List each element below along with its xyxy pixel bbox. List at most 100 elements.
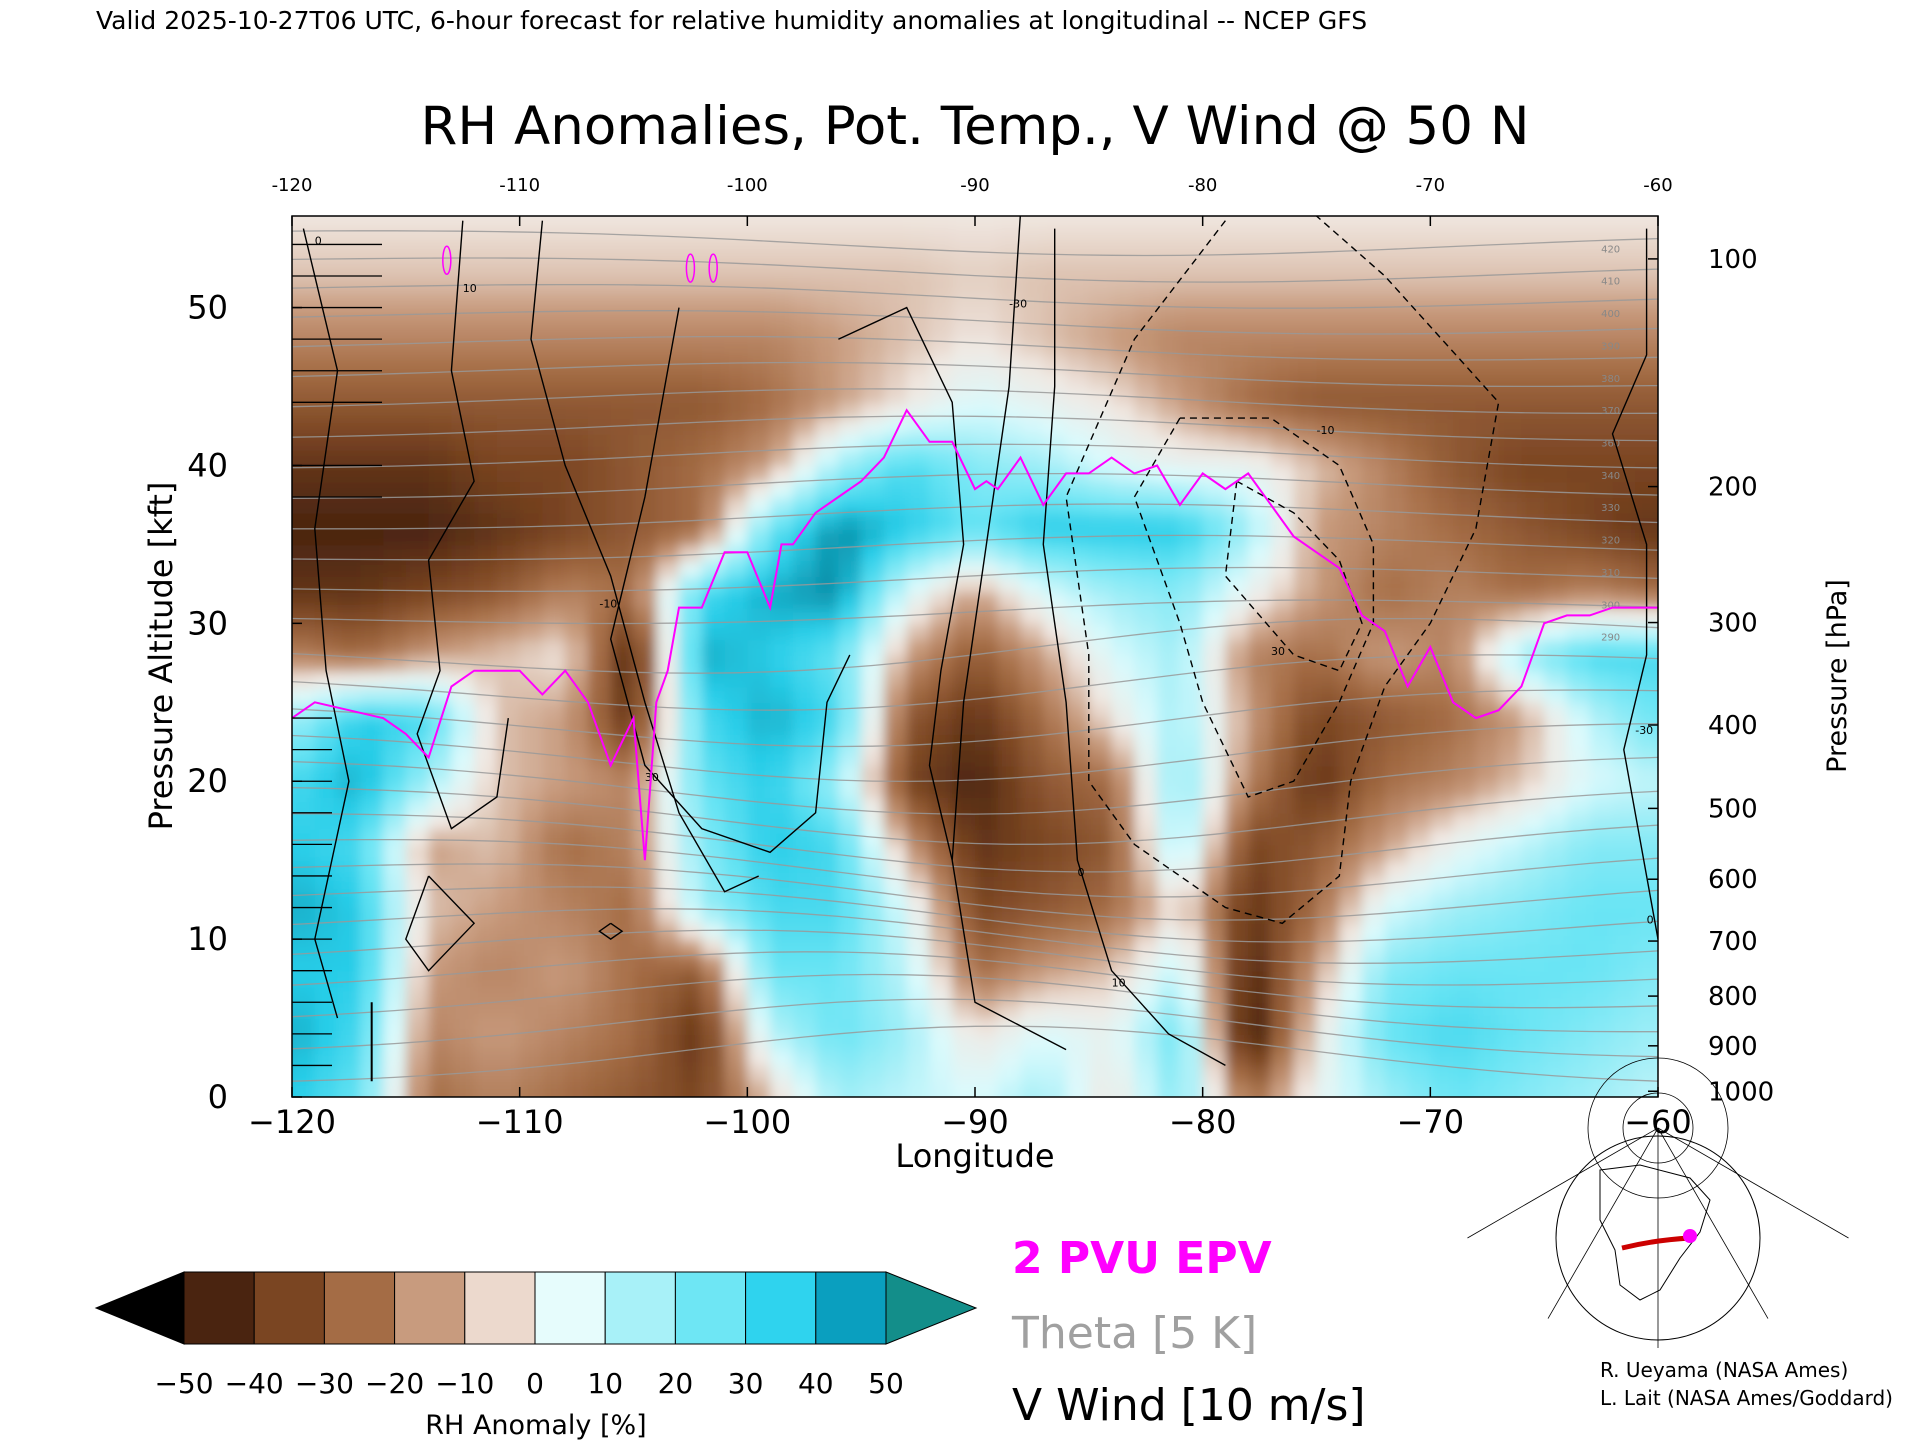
x-tick-label: −90 xyxy=(941,1103,1009,1141)
pressure-tick-label: 300 xyxy=(1708,609,1758,639)
theta-contour xyxy=(292,310,1658,335)
v-wind-label: 10 xyxy=(463,282,477,295)
chart-title: RH Anomalies, Pot. Temp., V Wind @ 50 N xyxy=(421,96,1530,157)
theta-label: 340 xyxy=(1601,471,1620,482)
legend-epv: 2 PVU EPV xyxy=(1012,1233,1272,1284)
theta-contour xyxy=(292,786,1658,845)
theta-contour xyxy=(292,361,1658,388)
epv-line-group xyxy=(292,245,1658,861)
theta-contour xyxy=(292,756,1658,815)
legend-vwind: V Wind [10 m/s] xyxy=(1012,1380,1366,1431)
pressure-tick-label: 800 xyxy=(1708,982,1758,1012)
theta-contour xyxy=(292,617,1658,674)
pressure-tick-label: 500 xyxy=(1708,794,1758,824)
colorbar-box xyxy=(183,1271,255,1345)
theta-contour xyxy=(292,951,1658,1009)
v-wind-label: 0 xyxy=(315,234,322,247)
colorbar-box xyxy=(464,1271,536,1345)
colorbar-tick-label: 20 xyxy=(658,1367,694,1400)
theta-contour xyxy=(292,566,1658,593)
colorbar-tick-label: 30 xyxy=(728,1367,764,1400)
epv-loop xyxy=(442,245,452,275)
theta-contour xyxy=(292,654,1658,711)
colorbar-high-arrow xyxy=(885,1271,978,1345)
y-tick-label: 40 xyxy=(187,446,228,484)
legend-theta: Theta [5 K] xyxy=(1011,1308,1257,1359)
v-wind-contour xyxy=(1224,480,1363,672)
axes: −120-120−110-110−100-100−90-90−80-80−70-… xyxy=(187,175,1774,1141)
x-axis-label: Longitude xyxy=(895,1137,1054,1175)
theta-contour xyxy=(292,723,1658,783)
v-wind-label: 0 xyxy=(1077,866,1084,879)
theta-label: 390 xyxy=(1601,341,1620,352)
pressure-tick-label: 200 xyxy=(1708,473,1758,503)
theta-label: 330 xyxy=(1601,503,1620,514)
x-tick-label: −70 xyxy=(1397,1103,1465,1141)
colorbar-box xyxy=(534,1271,606,1345)
pressure-tick-label: 1000 xyxy=(1708,1077,1774,1107)
x-tick-label: −120 xyxy=(248,1103,336,1141)
v-wind-label: 30 xyxy=(1271,645,1285,658)
epv-2pvu-line xyxy=(292,408,1658,861)
v-wind-contour xyxy=(838,306,965,861)
theta-contour xyxy=(292,388,1658,415)
inset-meridian xyxy=(1467,1127,1659,1239)
pressure-tick-label: 700 xyxy=(1708,927,1758,957)
pressure-tick-label: 600 xyxy=(1708,865,1758,895)
theta-label: 310 xyxy=(1601,568,1620,579)
v-wind-label: 10 xyxy=(1112,976,1126,989)
theta-label: 290 xyxy=(1601,633,1620,644)
colorbar-tick-label: −20 xyxy=(365,1367,424,1400)
theta-contour xyxy=(292,472,1658,499)
theta-label: 300 xyxy=(1601,600,1620,611)
y-tick-label: 30 xyxy=(187,604,228,642)
inset-coastline xyxy=(1599,1164,1711,1301)
colorbar-low-arrow xyxy=(94,1271,185,1345)
colorbar-tick-label: −30 xyxy=(295,1367,354,1400)
v-wind-label: 30 xyxy=(645,771,659,784)
credit-line-1: R. Ueyama (NASA Ames) xyxy=(1600,1358,1848,1382)
theta-contour xyxy=(292,415,1658,442)
theta-contour xyxy=(292,534,1658,561)
theta-contour xyxy=(292,335,1658,361)
theta-contour xyxy=(292,813,1658,873)
epv-loop xyxy=(685,253,696,283)
theta-contour xyxy=(292,973,1658,1033)
colorbar-box xyxy=(674,1271,747,1345)
theta-label: 360 xyxy=(1601,439,1620,450)
x-top-tick-label: -100 xyxy=(727,175,768,196)
v-wind-label: -10 xyxy=(599,598,617,611)
inset-marker xyxy=(1683,1229,1697,1243)
colorbar-tick-label: −40 xyxy=(225,1367,284,1400)
x-top-tick-label: -80 xyxy=(1188,175,1217,196)
x-tick-label: −110 xyxy=(476,1103,564,1141)
v-wind-contour xyxy=(416,220,509,830)
x-top-tick-label: -90 xyxy=(960,175,989,196)
theta-label: 400 xyxy=(1601,309,1620,320)
theta-contour xyxy=(292,886,1658,943)
v-wind-contour xyxy=(1133,417,1375,798)
colorbar-tick-label: 0 xyxy=(526,1367,544,1400)
theta-contour xyxy=(292,838,1658,898)
theta-label: 370 xyxy=(1601,406,1620,417)
y-tick-label: 10 xyxy=(187,920,228,958)
colorbar-tick-label: 10 xyxy=(587,1367,623,1400)
x-tick-label: −80 xyxy=(1169,1103,1237,1141)
colorbar-box xyxy=(394,1271,466,1345)
pressure-tick-label: 100 xyxy=(1708,245,1758,275)
theta-contour xyxy=(292,908,1658,964)
theta-contour xyxy=(292,503,1658,530)
v-wind-contour xyxy=(609,307,851,854)
theta-contour xyxy=(292,599,1658,625)
valid-line: Valid 2025-10-27T06 UTC, 6-hour forecast… xyxy=(96,6,1367,35)
v-wind-label: -30 xyxy=(1009,298,1027,311)
colorbar-tick-label: 40 xyxy=(798,1367,834,1400)
theta-contour xyxy=(292,1025,1658,1082)
inset-meridian xyxy=(1547,1127,1659,1319)
rh-anomaly-field xyxy=(292,216,1658,1097)
v-wind-contour xyxy=(951,216,1067,1051)
x-tick-label: −100 xyxy=(703,1103,791,1141)
colorbar-label: RH Anomaly [%] xyxy=(425,1410,646,1440)
